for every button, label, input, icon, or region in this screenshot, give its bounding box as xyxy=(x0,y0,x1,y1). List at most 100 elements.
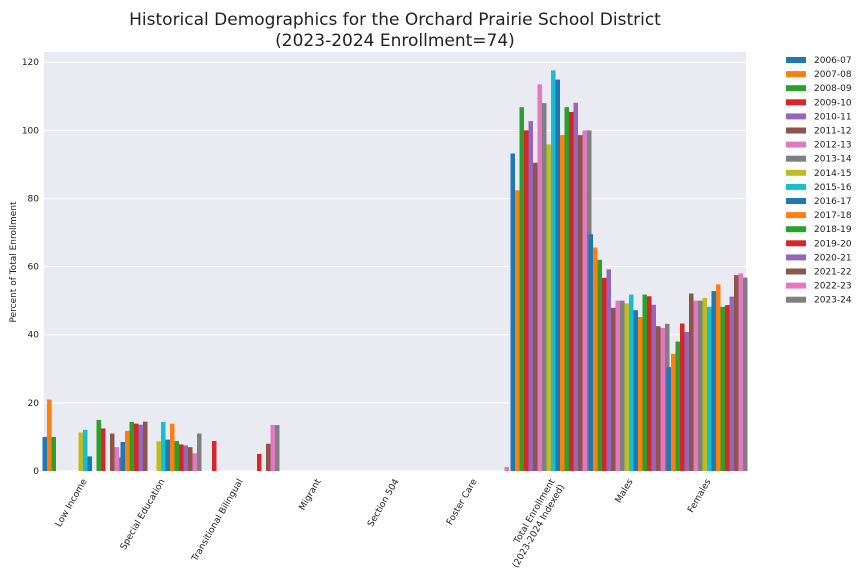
legend-label: 2010-11 xyxy=(814,112,852,122)
bar xyxy=(647,296,652,471)
legend-swatch xyxy=(786,296,806,303)
x-tick-label: Foster Care xyxy=(445,477,480,527)
bar xyxy=(42,436,47,471)
y-tick-label: 120 xyxy=(22,58,39,68)
bar xyxy=(573,102,578,472)
bar xyxy=(551,70,556,472)
y-tick-label: 0 xyxy=(33,467,39,477)
bar xyxy=(582,130,587,471)
y-tick-label: 40 xyxy=(28,331,40,341)
bar xyxy=(156,441,161,471)
x-tick-label-line: Males xyxy=(614,477,636,505)
x-tick-label-line: Special Education xyxy=(119,478,168,552)
bar xyxy=(734,275,739,471)
bar xyxy=(138,424,143,471)
legend-swatch xyxy=(786,99,806,106)
legend-swatch xyxy=(786,71,806,78)
legend-swatch xyxy=(786,240,806,247)
legend-label: 2016-17 xyxy=(814,197,852,207)
bar xyxy=(666,367,671,471)
bar xyxy=(597,259,602,471)
bar xyxy=(569,111,574,471)
legend-label: 2012-13 xyxy=(814,141,852,151)
legend-swatch xyxy=(786,282,806,289)
bar xyxy=(642,294,647,471)
bar xyxy=(588,234,593,471)
legend-swatch xyxy=(786,155,806,162)
bar xyxy=(702,297,707,471)
bar xyxy=(720,306,725,471)
bar xyxy=(689,293,694,471)
bar xyxy=(638,317,643,471)
bar xyxy=(615,300,620,471)
bar xyxy=(542,103,547,471)
legend-label: 2018-19 xyxy=(814,225,852,235)
bar xyxy=(174,441,179,471)
legend-label: 2011-12 xyxy=(814,127,852,137)
bar xyxy=(633,310,638,471)
legend-swatch xyxy=(786,141,806,148)
bar xyxy=(114,447,119,471)
bar xyxy=(698,300,703,471)
bar xyxy=(165,439,170,471)
bar xyxy=(680,323,685,471)
bar xyxy=(110,433,115,471)
x-tick-label: Migrant xyxy=(298,477,324,512)
bar xyxy=(707,306,712,471)
bar xyxy=(533,162,538,472)
x-tick-label: Special Education xyxy=(119,478,168,552)
bar xyxy=(560,135,565,471)
y-axis-ticks: 0 20 40 60 80 100 120 xyxy=(22,58,39,477)
bar xyxy=(684,332,689,471)
x-tick-label-line: Section 504 xyxy=(366,477,402,529)
bar xyxy=(504,466,509,471)
legend-label: 2017-18 xyxy=(814,211,852,221)
x-tick-label: Low Income xyxy=(54,477,90,529)
y-tick-label: 20 xyxy=(28,399,40,409)
legend-label: 2008-09 xyxy=(814,84,852,94)
bar xyxy=(83,429,88,471)
bar xyxy=(510,153,515,471)
bar xyxy=(564,107,569,471)
legend-swatch xyxy=(786,127,806,134)
bar xyxy=(725,305,730,471)
bar xyxy=(183,445,188,471)
bar xyxy=(270,425,275,471)
legend-swatch xyxy=(786,268,806,275)
bar xyxy=(192,453,197,471)
bar xyxy=(212,441,217,471)
bar xyxy=(129,421,134,471)
legend-swatch xyxy=(786,226,806,233)
chart-title: Historical Demographics for the Orchard … xyxy=(129,10,661,30)
legend: 2006-07 2007-08 2008-09 2009-10 2010-11 2011-… xyxy=(786,56,852,306)
bar xyxy=(275,425,280,471)
bar xyxy=(629,294,634,471)
bar xyxy=(738,273,743,471)
bar xyxy=(693,300,698,471)
x-axis-ticks: Low Income Special Education Transitional … xyxy=(54,477,714,570)
bar xyxy=(78,432,83,471)
bar xyxy=(197,433,202,471)
legend-label: 2021-22 xyxy=(814,268,852,278)
bar xyxy=(519,107,524,471)
legend-label: 2013-14 xyxy=(814,155,852,165)
legend-swatch xyxy=(786,212,806,219)
legend-swatch xyxy=(786,57,806,63)
bar xyxy=(537,84,542,471)
bar xyxy=(593,247,598,471)
bar xyxy=(716,284,721,471)
y-axis-label: Percent of Total Enrollment xyxy=(9,201,19,323)
bar xyxy=(546,144,551,471)
y-tick-label: 80 xyxy=(28,194,40,204)
legend-label: 2023-24 xyxy=(814,296,852,306)
x-tick-label-line: Foster Care xyxy=(445,477,480,527)
bar xyxy=(125,430,130,471)
x-tick-label: Males xyxy=(614,477,636,505)
bar xyxy=(528,121,533,471)
bar xyxy=(170,423,175,471)
bar xyxy=(620,300,625,471)
x-tick-label: Females xyxy=(686,477,713,515)
bar xyxy=(711,291,716,471)
bar xyxy=(161,421,166,471)
legend-label: 2019-20 xyxy=(814,239,852,249)
